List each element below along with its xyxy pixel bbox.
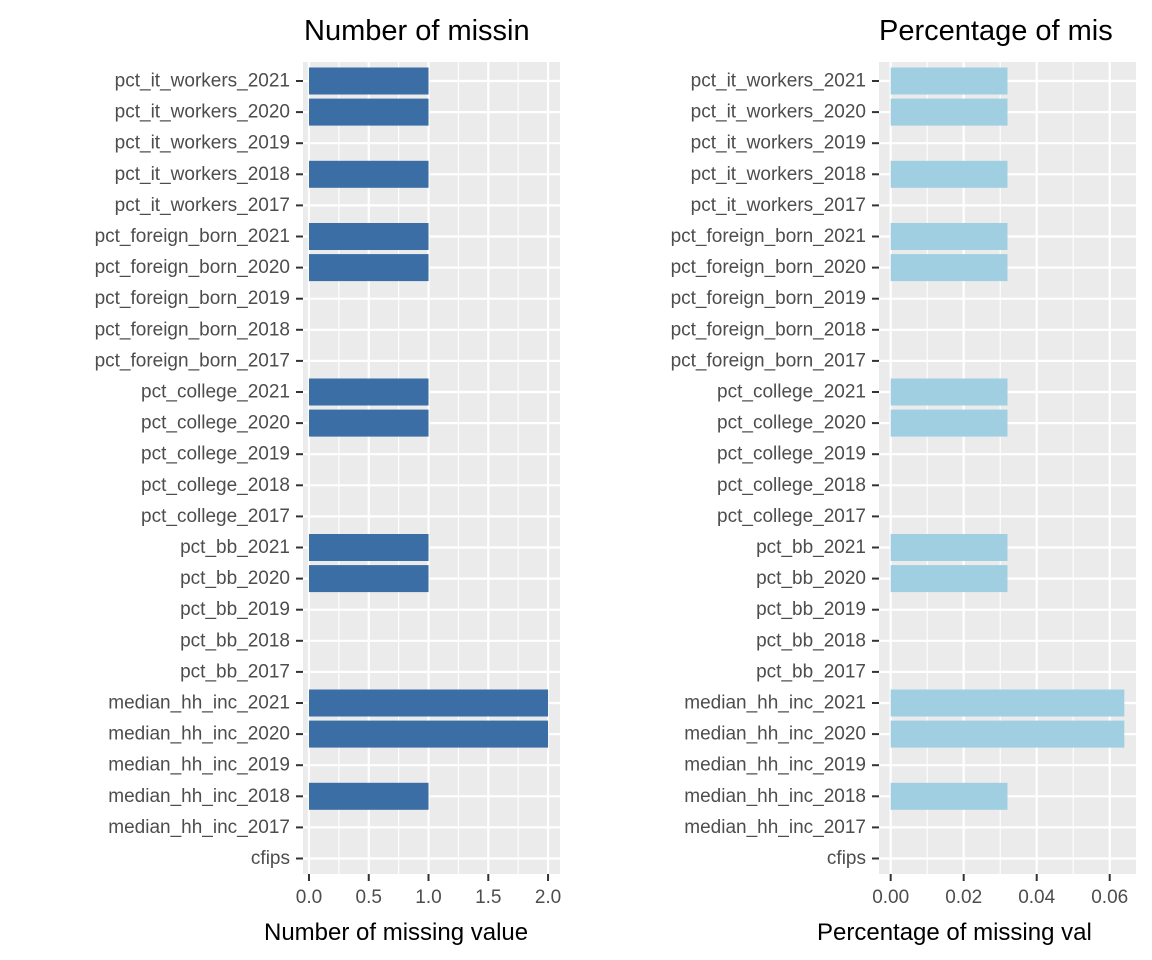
count-category-label: pct_it_workers_2020 <box>115 102 290 123</box>
percentage-bar-median-hh-inc-2021 <box>890 689 1125 717</box>
percentage-category-label: cfips <box>827 848 866 869</box>
percentage-category-label: pct_foreign_born_2018 <box>671 319 866 340</box>
count-category-label: median_hh_inc_2021 <box>108 693 290 714</box>
percentage-x-tick-label: 0.06 <box>1091 887 1128 908</box>
percentage-category-label: pct_college_2021 <box>717 382 866 403</box>
percentage-category-label: pct_foreign_born_2021 <box>671 226 866 247</box>
count-category-label: pct_bb_2018 <box>180 630 290 651</box>
count-bar-pct-it-workers-2018 <box>308 160 429 188</box>
count-category-label: pct_college_2020 <box>141 413 290 434</box>
count-category-label: pct_bb_2019 <box>180 599 290 620</box>
percentage-category-label: pct_foreign_born_2017 <box>671 350 866 371</box>
percentage-category-label: pct_college_2020 <box>717 413 866 434</box>
percentage-bar-pct-it-workers-2020 <box>890 98 1008 126</box>
percentage-bar-pct-bb-2021 <box>890 534 1008 561</box>
count-category-label: pct_it_workers_2017 <box>115 195 290 216</box>
percentage-category-label: median_hh_inc_2017 <box>684 817 866 838</box>
missing-percentage-chart: pct_it_workers_2021 pct_it_workers_2020pc… <box>671 15 1136 946</box>
count-x-tick-label: 0.5 <box>356 887 382 908</box>
count-bar-pct-college-2021 <box>308 378 429 406</box>
count-category-label: pct_college_2017 <box>141 506 290 527</box>
percentage-x-tick-label: 0.00 <box>872 887 909 908</box>
count-category-label: cfips <box>251 848 290 869</box>
count-x-tick-label: 1.5 <box>475 887 501 908</box>
percentage-category-label: pct_it_workers_2018 <box>691 164 866 185</box>
percentage-category-label: pct_foreign_born_2019 <box>671 288 866 309</box>
count-x-tick-label: 0.0 <box>296 887 322 908</box>
count-category-label: pct_college_2021 <box>141 382 290 403</box>
percentage-category-label: median_hh_inc_2020 <box>684 724 866 745</box>
percentage-bar-pct-foreign-born-2021 <box>890 223 1008 250</box>
percentage-bar-pct-it-workers-2021 <box>890 67 1008 95</box>
percentage-category-label: pct_it_workers_2019 <box>691 133 866 154</box>
percentage-x-tick-label: 0.04 <box>1018 887 1055 908</box>
count-category-label: pct_foreign_born_2019 <box>95 288 290 309</box>
percentage-bar-median-hh-inc-2018 <box>890 782 1008 810</box>
percentage-category-label: pct_it_workers_2017 <box>691 195 866 216</box>
count-bar-median-hh-inc-2021 <box>308 689 549 717</box>
count-category-label: median_hh_inc_2018 <box>108 786 290 807</box>
count-category-label: median_hh_inc_2020 <box>108 724 290 745</box>
count-bar-pct-foreign-born-2021 <box>308 223 429 250</box>
count-category-label: pct_foreign_born_2020 <box>95 257 290 278</box>
percentage-chart-title: Percentage of mis <box>879 15 1113 47</box>
count-category-label: median_hh_inc_2019 <box>108 755 290 776</box>
count-category-label: pct_foreign_born_2017 <box>95 350 290 371</box>
count-x-tick-label: 2.0 <box>535 887 561 908</box>
percentage-bar-pct-foreign-born-2020 <box>890 254 1008 282</box>
count-category-label: pct_bb_2020 <box>180 568 290 589</box>
count-category-label: pct_bb_2017 <box>180 661 290 682</box>
count-category-label: pct_it_workers_2021 <box>115 71 290 92</box>
count-category-label: pct_it_workers_2019 <box>115 133 290 154</box>
percentage-category-label: median_hh_inc_2018 <box>684 786 866 807</box>
percentage-category-label: pct_bb_2020 <box>756 568 866 589</box>
count-bar-median-hh-inc-2018 <box>308 782 429 810</box>
count-bar-pct-it-workers-2021 <box>308 67 429 95</box>
percentage-bar-pct-college-2020 <box>890 409 1008 437</box>
percentage-category-label: pct_college_2018 <box>717 475 866 496</box>
count-category-label: pct_college_2019 <box>141 444 290 465</box>
percentage-category-label: median_hh_inc_2021 <box>684 693 866 714</box>
count-bar-pct-bb-2021 <box>308 534 429 561</box>
count-category-label: pct_bb_2021 <box>180 537 290 558</box>
count-chart-title: Number of missin <box>304 15 530 47</box>
percentage-category-label: pct_it_workers_2021 <box>691 71 866 92</box>
count-bar-pct-it-workers-2020 <box>308 98 429 126</box>
percentage-bar-pct-bb-2020 <box>890 565 1008 593</box>
percentage-x-axis-title: Percentage of missing val <box>817 919 1092 946</box>
count-category-label: pct_foreign_born_2018 <box>95 319 290 340</box>
percentage-category-label: pct_it_workers_2020 <box>691 102 866 123</box>
percentage-category-label: pct_bb_2021 <box>756 537 866 558</box>
count-x-axis-title: Number of missing value <box>264 919 528 946</box>
count-bar-pct-bb-2020 <box>308 565 429 593</box>
count-bar-pct-college-2020 <box>308 409 429 437</box>
percentage-category-label: median_hh_inc_2019 <box>684 755 866 776</box>
percentage-x-tick-label: 0.02 <box>945 887 982 908</box>
percentage-category-label: pct_foreign_born_2020 <box>671 257 866 278</box>
count-category-label: median_hh_inc_2017 <box>108 817 290 838</box>
percentage-bar-median-hh-inc-2020 <box>890 720 1125 748</box>
percentage-bar-pct-it-workers-2018 <box>890 160 1008 188</box>
percentage-bar-pct-college-2021 <box>890 378 1008 406</box>
count-bar-pct-foreign-born-2020 <box>308 254 429 282</box>
percentage-category-label: pct_college_2017 <box>717 506 866 527</box>
percentage-category-label: pct_bb_2017 <box>756 661 866 682</box>
percentage-category-label: pct_bb_2018 <box>756 630 866 651</box>
count-category-label: pct_college_2018 <box>141 475 290 496</box>
percentage-category-label: pct_college_2019 <box>717 444 866 465</box>
missing-count-chart: pct_it_workers_2021 pct_it_workers_2020pc… <box>95 15 562 946</box>
count-bar-median-hh-inc-2020 <box>308 720 549 748</box>
count-category-label: pct_foreign_born_2021 <box>95 226 290 247</box>
count-category-label: pct_it_workers_2018 <box>115 164 290 185</box>
count-x-tick-label: 1.0 <box>415 887 441 908</box>
percentage-category-label: pct_bb_2019 <box>756 599 866 620</box>
